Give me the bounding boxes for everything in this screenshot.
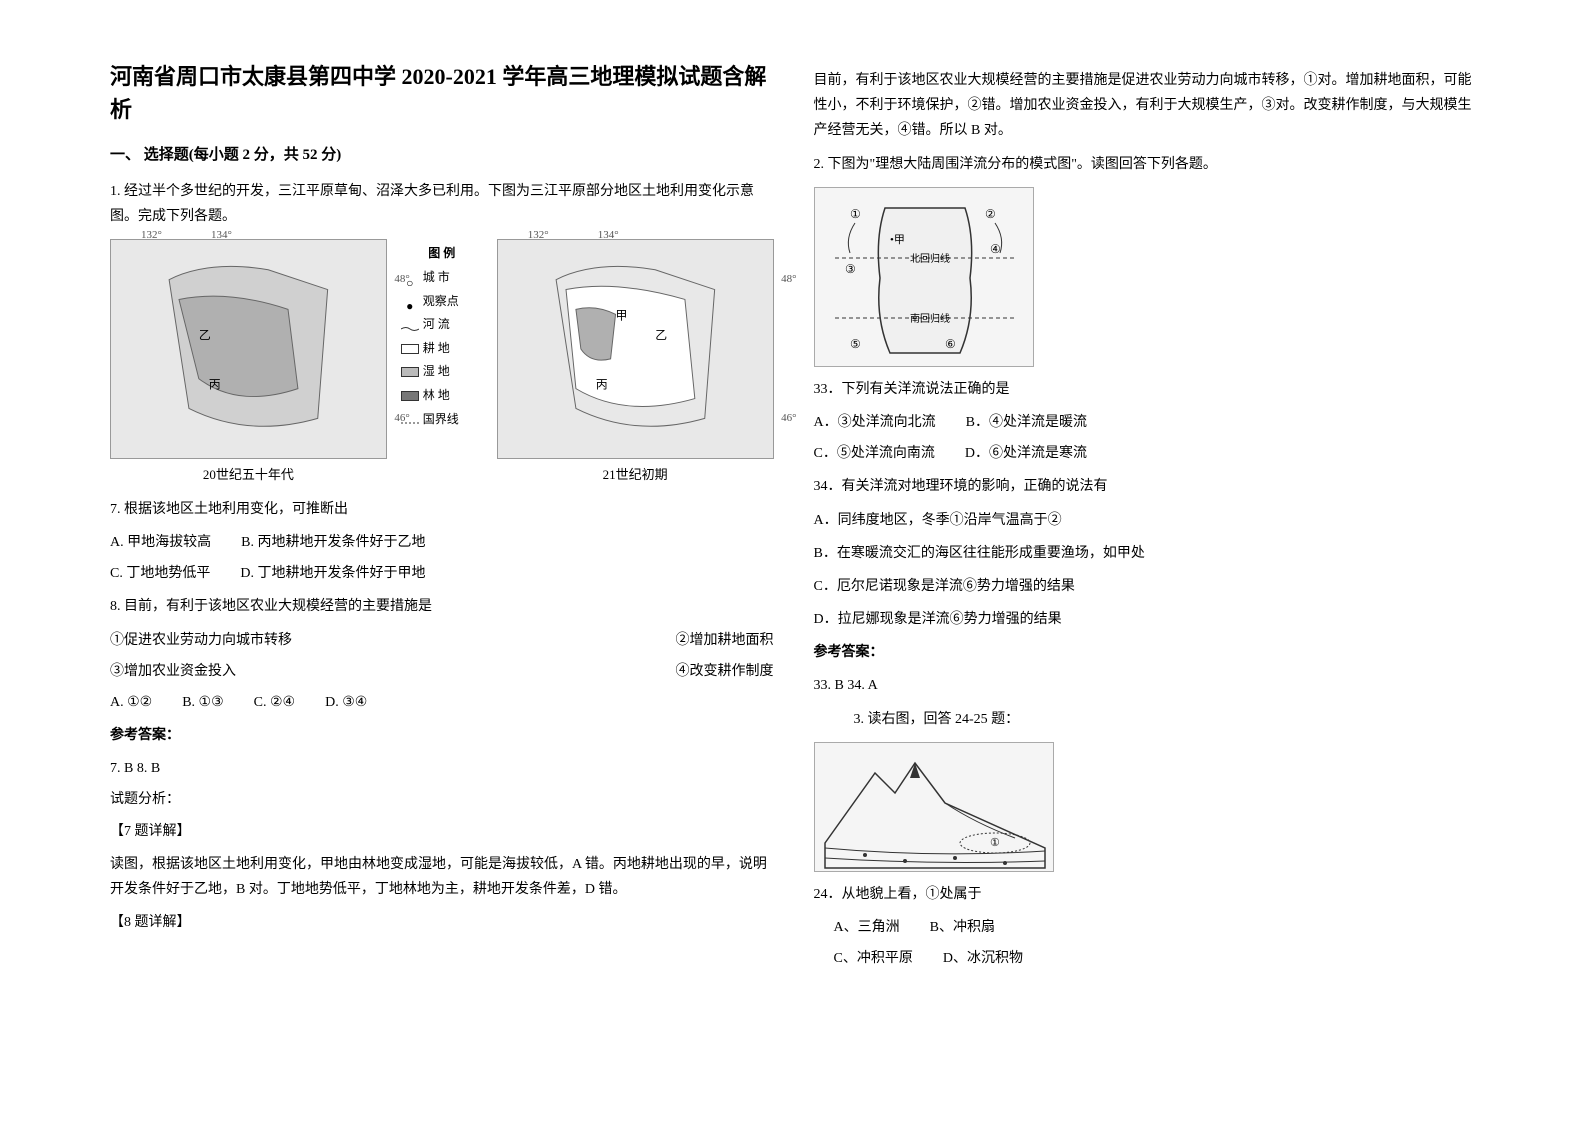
q24-opts-row2: C、冲积平原 D、冰沉积物 [814,946,1478,971]
q24-text: 24．从地貌上看，①处属于 [814,882,1478,907]
ocean-current-diagram: ① ② ③ ④ ⑤ ⑥ •甲 北回归线 南回归线 [814,187,1034,367]
svg-text:丙: 丙 [209,378,221,392]
q34-opt-b: B．在寒暖流交汇的海区往往能形成重要渔场，如甲处 [814,541,1478,566]
q24-opt-a: A、三角洲 [834,915,900,940]
map-container: 132° 134° 48° 46° 乙 丙 20世纪五十年代 图 例 ○城 市 … [110,239,774,486]
q2-intro: 2. 下图为"理想大陆周围洋流分布的模式图"。读图回答下列各题。 [814,152,1478,177]
svg-text:•甲: •甲 [890,234,905,246]
svg-text:①: ① [850,207,861,221]
q7-explain-label: 【7 题详解】 [110,819,774,844]
q3-intro: 3. 读右图，回答 24-25 题： [814,707,1478,732]
map-svg-2: 甲 乙 丙 [498,240,773,458]
q1-analysis-label: 试题分析： [110,787,774,812]
svg-text:④: ④ [990,242,1001,256]
q8-explain-label: 【8 题详解】 [110,910,774,935]
q8-items-row2: ③增加农业资金投入 ④改变耕作制度 [110,659,774,684]
q1-intro: 1. 经过半个多世纪的开发，三江平原草甸、沼泽大多已利用。下图为三江平原部分地区… [110,179,774,229]
ocean-diagram-svg: ① ② ③ ④ ⑤ ⑥ •甲 北回归线 南回归线 [815,188,1035,368]
map-image-1: 132° 134° 48° 46° 乙 丙 [110,239,387,459]
legend-title: 图 例 [401,243,483,265]
page-title: 河南省周口市太康县第四中学 2020-2021 学年高三地理模拟试题含解析 [110,60,774,126]
q8-item-4: ④改变耕作制度 [676,659,774,684]
q8-text: 8. 目前，有利于该地区农业大规模经营的主要措施是 [110,594,774,619]
q1-answer-label: 参考答案： [110,723,774,748]
landform-diagram: ① [814,742,1054,872]
map-2000s: 132° 134° 48° 46° 甲 乙 丙 21世纪初期 [497,239,774,486]
map-2-caption: 21世纪初期 [497,463,774,486]
q7-opt-d: D. 丁地耕地开发条件好于甲地 [240,561,425,586]
q8-opt-b: B. ①③ [182,690,223,715]
q8-item-3: ③增加农业资金投入 [110,659,236,684]
svg-text:①: ① [990,837,1000,849]
q24-opt-d: D、冰沉积物 [943,946,1023,971]
legend-item-border: 国界线 [401,409,483,431]
q8-explain: 目前，有利于该地区农业大规模经营的主要措施是促进农业劳动力向城市转移，①对。增加… [814,68,1478,144]
coord-lon1b: 132° [528,226,549,246]
q2-answers: 33. B 34. A [814,673,1478,698]
coord-lon2: 134° [211,226,232,246]
legend-box: 图 例 ○城 市 ●观察点 河 流 耕 地 湿 地 林 地 国界线 [397,239,487,486]
legend-item-city: ○城 市 [401,267,483,289]
legend-item-forest: 林 地 [401,385,483,407]
svg-text:③: ③ [845,262,856,276]
legend-item-wetland: 湿 地 [401,361,483,383]
coord-lon1: 132° [141,226,162,246]
svg-text:②: ② [985,207,996,221]
q8-item-2: ②增加耕地面积 [676,628,774,653]
q34-text: 34．有关洋流对地理环境的影响，正确的说法有 [814,474,1478,499]
q34-opt-d: D．拉尼娜现象是洋流⑥势力增强的结果 [814,607,1478,632]
q2-answer-label: 参考答案： [814,640,1478,665]
q33-opts-row1: A．③处洋流向北流 B．④处洋流是暖流 [814,410,1478,435]
q34-opt-a: A．同纬度地区，冬季①沿岸气温高于② [814,508,1478,533]
svg-text:⑤: ⑤ [850,337,861,351]
coord-lat1: 48° [394,270,409,290]
q7-opts-row1: A. 甲地海拔较高 B. 丙地耕地开发条件好于乙地 [110,530,774,555]
legend-item-river: 河 流 [401,314,483,336]
q33-opt-b: B．④处洋流是暖流 [966,410,1087,435]
q24-opts-row1: A、三角洲 B、冲积扇 [814,915,1478,940]
q33-opt-a: A．③处洋流向北流 [814,410,936,435]
map-svg-1: 乙 丙 [111,240,386,458]
q7-text: 7. 根据该地区土地利用变化，可推断出 [110,497,774,522]
coord-lat2b: 46° [781,409,796,429]
coord-lat2: 46° [394,409,409,429]
coord-lon2b: 134° [598,226,619,246]
q7-opt-c: C. 丁地地势低平 [110,561,210,586]
svg-text:⑥: ⑥ [945,337,956,351]
q33-opt-d: D．⑥处洋流是寒流 [965,441,1087,466]
q8-opt-d: D. ③④ [325,690,367,715]
q7-opt-a: A. 甲地海拔较高 [110,530,211,555]
svg-text:乙: 乙 [199,328,211,342]
q33-text: 33．下列有关洋流说法正确的是 [814,377,1478,402]
svg-text:北回归线: 北回归线 [910,252,950,265]
q24-opt-b: B、冲积扇 [930,915,995,940]
legend-item-point: ●观察点 [401,291,483,313]
q7-opt-b: B. 丙地耕地开发条件好于乙地 [241,530,425,555]
q33-opts-row2: C．⑤处洋流向南流 D．⑥处洋流是寒流 [814,441,1478,466]
q24-opt-c: C、冲积平原 [834,946,913,971]
svg-text:南回归线: 南回归线 [910,312,950,325]
svg-text:丙: 丙 [595,378,607,392]
section-1-title: 一、 选择题(每小题 2 分，共 52 分) [110,142,774,169]
q33-opt-c: C．⑤处洋流向南流 [814,441,935,466]
q8-opt-c: C. ②④ [254,690,295,715]
q8-opt-a: A. ①② [110,690,152,715]
legend-item-farmland: 耕 地 [401,338,483,360]
map-image-2: 132° 134° 48° 46° 甲 乙 丙 [497,239,774,459]
map-1-caption: 20世纪五十年代 [110,463,387,486]
map-1950s: 132° 134° 48° 46° 乙 丙 20世纪五十年代 [110,239,387,486]
q8-item-1: ①促进农业劳动力向城市转移 [110,628,292,653]
q7-explain: 读图，根据该地区土地利用变化，甲地由林地变成湿地，可能是海拔较低，A 错。丙地耕… [110,852,774,902]
svg-text:甲: 甲 [615,309,627,323]
q1-answers: 7. B 8. B [110,756,774,781]
q7-opts-row2: C. 丁地地势低平 D. 丁地耕地开发条件好于甲地 [110,561,774,586]
svg-text:乙: 乙 [655,328,667,342]
coord-lat1b: 48° [781,270,796,290]
landform-svg: ① [815,743,1055,873]
q8-opts: A. ①② B. ①③ C. ②④ D. ③④ [110,690,774,715]
q8-items-row1: ①促进农业劳动力向城市转移 ②增加耕地面积 [110,628,774,653]
q34-opt-c: C．厄尔尼诺现象是洋流⑥势力增强的结果 [814,574,1478,599]
